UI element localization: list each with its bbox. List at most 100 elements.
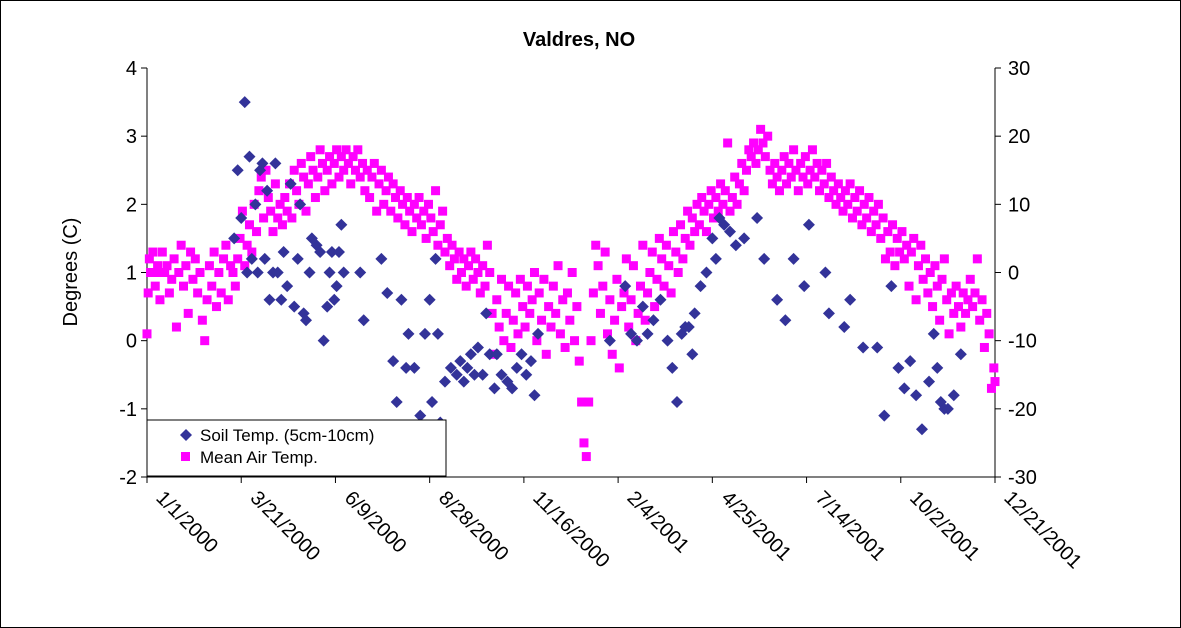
air-temp-point: [211, 302, 221, 312]
air-temp-point: [815, 186, 825, 196]
air-temp-point: [548, 281, 558, 291]
air-temp-point: [935, 315, 945, 325]
air-temp-point: [266, 206, 276, 216]
air-temp-point: [607, 349, 617, 359]
soil-temp-point: [269, 157, 282, 170]
soil-temp-point: [277, 246, 290, 259]
air-temp-point: [350, 165, 360, 175]
soil-temp-point: [402, 327, 415, 340]
air-temp-point: [402, 193, 412, 203]
air-temp-point: [791, 165, 801, 175]
air-temp-point: [200, 336, 210, 346]
air-temp-point: [763, 131, 773, 141]
air-temp-point: [734, 179, 744, 189]
air-temp-point: [958, 288, 968, 298]
air-temp-point: [852, 206, 862, 216]
air-temp-point: [968, 302, 978, 312]
soil-temp-point: [915, 423, 928, 436]
soil-temp-point: [271, 266, 284, 279]
air-temp-point: [817, 165, 827, 175]
air-temp-point: [299, 172, 309, 182]
air-temp-point: [570, 336, 580, 346]
soil-temp-point: [238, 96, 251, 109]
soil-temp-point: [506, 382, 519, 395]
soil-temp-point: [288, 300, 301, 313]
soil-temp-point: [802, 218, 815, 231]
air-temp-point: [494, 322, 504, 332]
air-temp-point: [694, 220, 704, 230]
soil-temp-point: [729, 239, 742, 252]
air-temp-point: [195, 268, 205, 277]
air-temp-point: [162, 261, 172, 271]
air-temp-point: [376, 165, 386, 175]
air-temp-point: [292, 186, 302, 196]
air-temp-point: [228, 268, 238, 277]
soil-temp-point: [461, 361, 474, 374]
air-temp-point: [840, 186, 850, 196]
air-temp-point: [553, 261, 563, 271]
soil-temp-point: [251, 266, 264, 279]
soil-temp-point: [871, 341, 884, 354]
soil-temp-point: [235, 211, 248, 224]
soil-temp-point: [838, 321, 851, 334]
air-temp-point: [963, 295, 973, 305]
air-temp-point: [843, 199, 853, 209]
y-axis-ticks: -2 -1 0 1 2 3 4: [119, 58, 147, 489]
air-temp-point: [233, 254, 243, 264]
air-temp-point: [873, 199, 883, 209]
soil-temp-point: [337, 266, 350, 279]
air-temp-point: [979, 342, 989, 352]
air-temp-point: [895, 247, 905, 257]
air-temp-point: [847, 213, 857, 223]
soil-temp-point: [688, 307, 701, 320]
air-temp-point: [892, 233, 902, 243]
air-temp-point: [372, 206, 382, 216]
air-temp-point: [741, 165, 751, 175]
air-temp-point: [652, 274, 662, 284]
soil-temp-point: [619, 280, 632, 293]
legend-diamond-marker: [180, 429, 192, 441]
soil-temp-point: [885, 280, 898, 293]
air-temp-point: [322, 165, 332, 175]
air-temp-point: [970, 288, 980, 298]
air-temp-point: [883, 227, 893, 237]
air-temp-point: [626, 295, 636, 305]
air-temp-point: [986, 383, 996, 393]
air-temp-point: [334, 172, 344, 182]
air-temp-point: [431, 186, 441, 196]
air-temp-point: [758, 138, 768, 148]
air-temp-point: [520, 322, 530, 332]
air-temp-point: [699, 206, 709, 216]
air-temp-point: [155, 295, 165, 305]
air-temp-point: [358, 158, 368, 168]
air-temp-point: [657, 254, 667, 264]
air-temp-point: [800, 152, 810, 162]
x-tick-label: 7/14/2001: [811, 487, 889, 565]
air-temp-point: [179, 281, 189, 291]
air-temp-point: [654, 233, 664, 243]
air-temp-point: [767, 179, 777, 189]
soil-temp-point: [694, 280, 707, 293]
air-temp-point: [659, 281, 669, 291]
air-temp-point: [395, 186, 405, 196]
air-temp-point: [558, 295, 568, 305]
soil-temp-point: [476, 368, 489, 381]
soil-temp-point: [520, 368, 533, 381]
air-temp-point: [838, 206, 848, 216]
air-temp-point: [855, 186, 865, 196]
air-temp-point: [296, 158, 306, 168]
air-temp-point: [525, 308, 535, 318]
air-temp-point: [219, 254, 229, 264]
air-temp-point: [876, 233, 886, 243]
air-temp-point: [982, 308, 992, 318]
air-temp-point: [612, 274, 622, 284]
air-temp-point: [148, 247, 158, 257]
air-temp-point: [230, 281, 240, 291]
air-temp-point: [577, 397, 587, 407]
air-temp-point: [379, 199, 389, 209]
air-temp-point: [619, 288, 629, 298]
soil-temp-point: [335, 218, 348, 231]
y-axis-label: Degrees (C): [60, 218, 82, 327]
soil-temp-point: [390, 396, 403, 409]
